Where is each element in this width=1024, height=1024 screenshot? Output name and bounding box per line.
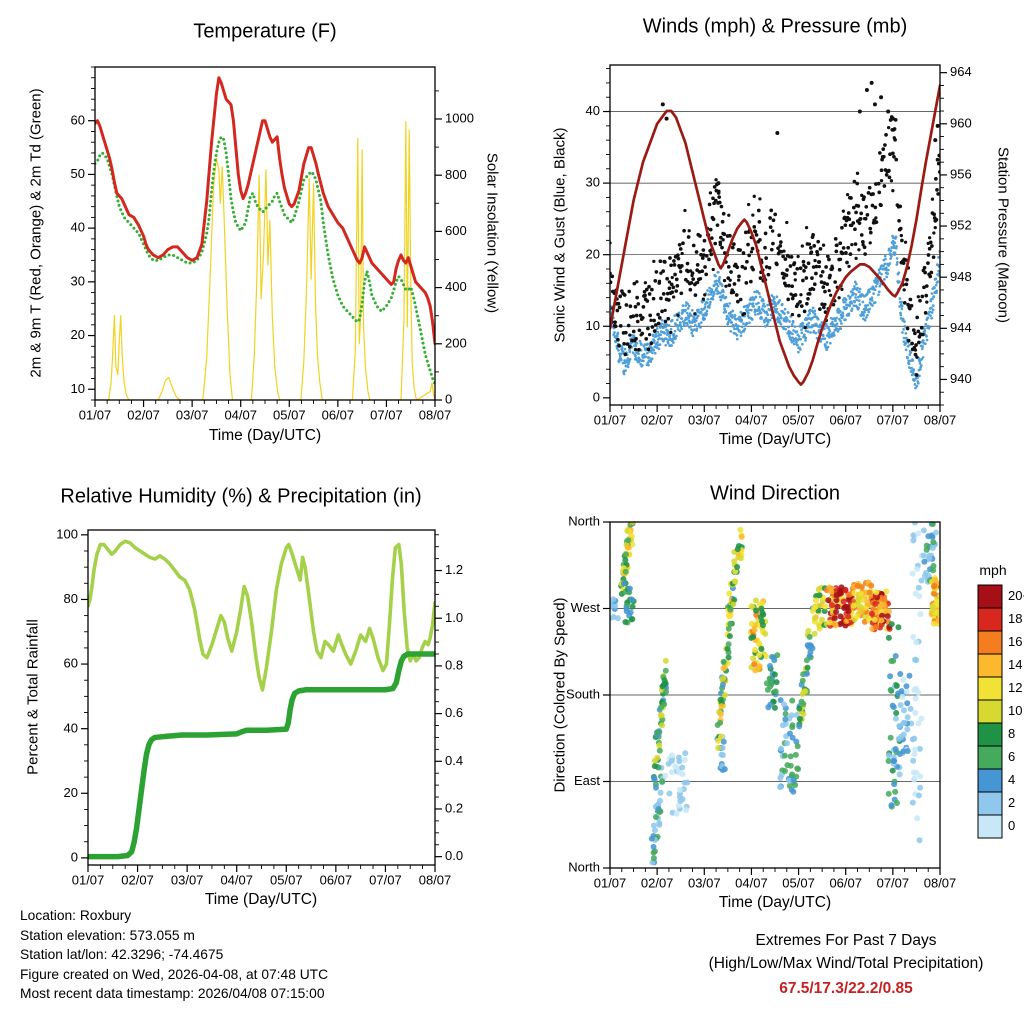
chart-title-humidity-precip: Relative Humidity (%) & Precipitation (i…	[60, 485, 422, 508]
x-axis-label-winds: Time (Day/UTC)	[718, 431, 832, 448]
chart-title-wind-direction: Wind Direction	[709, 482, 841, 505]
y-axis-label-direction: Direction (Colored By Speed)	[551, 597, 569, 793]
y-axis-label-wind-left: Sonic Wind & Gust (Blue, Black)	[551, 127, 569, 343]
y-axis-label-pressure-right: Station Pressure (Maroon)	[994, 147, 1012, 323]
x-axis-label-direction: Time (Day/UTC)	[718, 894, 832, 911]
y-axis-label-solar-right: Solar Insolation (Yellow)	[483, 152, 501, 314]
x-axis-label-humidity: Time (Day/UTC)	[204, 891, 318, 908]
y-axis-label-temperature-left: 2m & 9m T (Red, Orange) & 2m Td (Green)	[27, 88, 45, 378]
figure-created-time: Figure created on Wed, 2026-04-08, at 07…	[20, 966, 329, 982]
colorbar-units-label: mph	[979, 562, 1007, 578]
chart-title-temperature: Temperature (F)	[193, 20, 337, 43]
extremes-values: 67.5/17.3/22.2/0.85	[779, 980, 913, 997]
extremes-subtitle: (High/Low/Max Wind/Total Precipitation)	[708, 955, 984, 972]
y-axis-label-percent-rainfall: Percent & Total Rainfall	[24, 619, 42, 775]
chart-title-winds-pressure: Winds (mph) & Pressure (mb)	[642, 15, 908, 38]
most-recent-timestamp: Most recent data timestamp: 2026/04/08 0…	[20, 986, 325, 1001]
station-location: Location: Roxbury	[20, 908, 132, 923]
station-info-block: Location: Roxbury Station elevation: 573…	[20, 906, 328, 1004]
extremes-title: Extremes For Past 7 Days	[755, 932, 937, 949]
x-axis-label-temperature: Time (Day/UTC)	[208, 427, 322, 444]
station-latlon: Station lat/lon: 42.3296; -74.4675	[20, 947, 224, 962]
station-elevation: Station elevation: 573.055 m	[20, 927, 195, 943]
